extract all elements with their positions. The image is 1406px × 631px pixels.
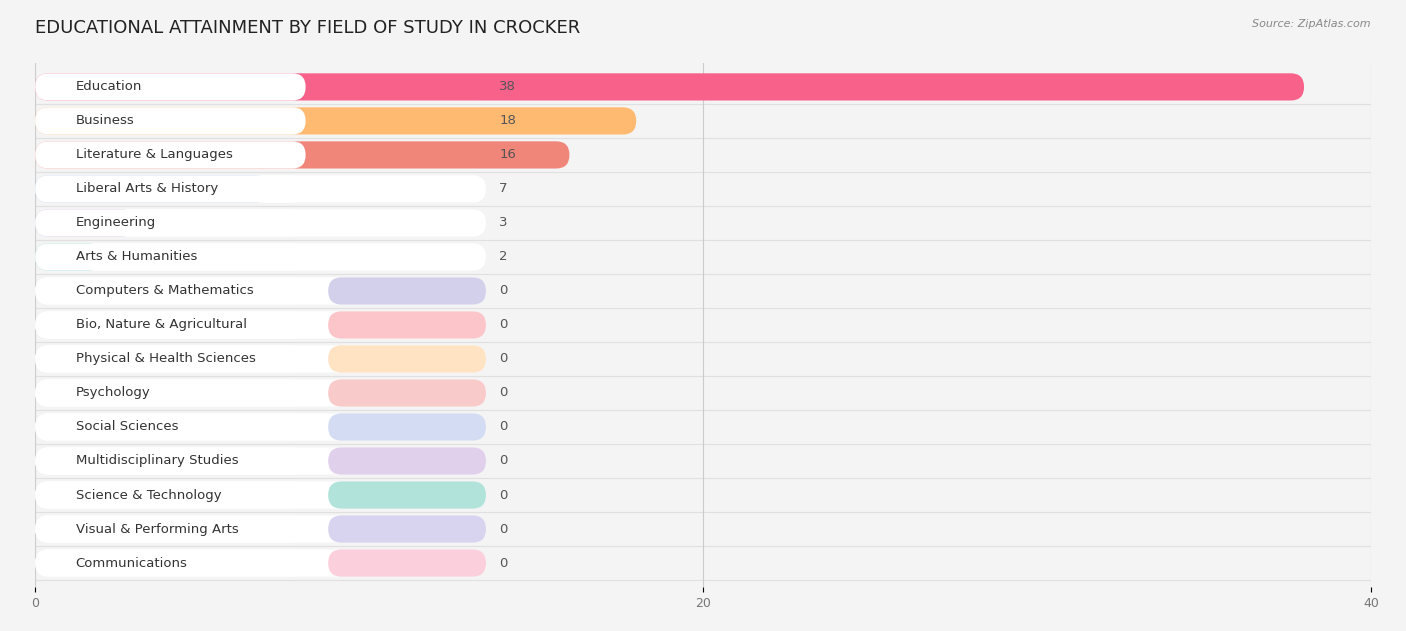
Text: Psychology: Psychology bbox=[76, 386, 150, 399]
FancyBboxPatch shape bbox=[35, 345, 486, 372]
Text: 18: 18 bbox=[499, 114, 516, 127]
FancyBboxPatch shape bbox=[328, 345, 486, 372]
Text: 0: 0 bbox=[499, 386, 508, 399]
Text: 16: 16 bbox=[499, 148, 516, 162]
FancyBboxPatch shape bbox=[35, 516, 305, 543]
FancyBboxPatch shape bbox=[35, 379, 486, 406]
FancyBboxPatch shape bbox=[35, 311, 305, 339]
Text: Literature & Languages: Literature & Languages bbox=[76, 148, 232, 162]
Text: 3: 3 bbox=[499, 216, 508, 230]
Text: Science & Technology: Science & Technology bbox=[76, 488, 221, 502]
FancyBboxPatch shape bbox=[328, 311, 486, 339]
FancyBboxPatch shape bbox=[35, 73, 1305, 100]
FancyBboxPatch shape bbox=[35, 209, 135, 237]
FancyBboxPatch shape bbox=[35, 107, 636, 134]
Text: Source: ZipAtlas.com: Source: ZipAtlas.com bbox=[1253, 19, 1371, 29]
Text: 38: 38 bbox=[499, 80, 516, 93]
Text: Engineering: Engineering bbox=[76, 216, 156, 230]
FancyBboxPatch shape bbox=[328, 516, 486, 543]
FancyBboxPatch shape bbox=[35, 447, 305, 475]
Text: Visual & Performing Arts: Visual & Performing Arts bbox=[76, 522, 239, 536]
Text: 0: 0 bbox=[499, 522, 508, 536]
Text: Physical & Health Sciences: Physical & Health Sciences bbox=[76, 353, 256, 365]
FancyBboxPatch shape bbox=[35, 73, 486, 100]
FancyBboxPatch shape bbox=[35, 107, 305, 134]
Text: Arts & Humanities: Arts & Humanities bbox=[76, 251, 197, 264]
FancyBboxPatch shape bbox=[35, 345, 305, 372]
FancyBboxPatch shape bbox=[328, 550, 486, 577]
FancyBboxPatch shape bbox=[328, 413, 486, 440]
FancyBboxPatch shape bbox=[35, 141, 569, 168]
FancyBboxPatch shape bbox=[328, 379, 486, 406]
Text: 0: 0 bbox=[499, 353, 508, 365]
FancyBboxPatch shape bbox=[35, 311, 486, 339]
Text: Communications: Communications bbox=[76, 557, 187, 570]
FancyBboxPatch shape bbox=[35, 141, 486, 168]
Text: Social Sciences: Social Sciences bbox=[76, 420, 179, 433]
FancyBboxPatch shape bbox=[35, 175, 486, 203]
FancyBboxPatch shape bbox=[35, 516, 486, 543]
Text: 0: 0 bbox=[499, 420, 508, 433]
FancyBboxPatch shape bbox=[35, 481, 305, 509]
FancyBboxPatch shape bbox=[35, 413, 486, 440]
FancyBboxPatch shape bbox=[35, 209, 305, 237]
Text: Multidisciplinary Studies: Multidisciplinary Studies bbox=[76, 454, 239, 468]
Text: 7: 7 bbox=[499, 182, 508, 196]
Text: 2: 2 bbox=[499, 251, 508, 264]
FancyBboxPatch shape bbox=[35, 175, 269, 203]
FancyBboxPatch shape bbox=[35, 550, 305, 577]
FancyBboxPatch shape bbox=[35, 175, 305, 203]
Text: 0: 0 bbox=[499, 454, 508, 468]
FancyBboxPatch shape bbox=[35, 244, 305, 271]
FancyBboxPatch shape bbox=[35, 481, 486, 509]
Text: Business: Business bbox=[76, 114, 135, 127]
FancyBboxPatch shape bbox=[35, 141, 305, 168]
FancyBboxPatch shape bbox=[35, 209, 486, 237]
FancyBboxPatch shape bbox=[35, 447, 486, 475]
FancyBboxPatch shape bbox=[35, 278, 305, 305]
Text: 0: 0 bbox=[499, 319, 508, 331]
Text: Computers & Mathematics: Computers & Mathematics bbox=[76, 285, 253, 297]
FancyBboxPatch shape bbox=[35, 413, 305, 440]
Text: Liberal Arts & History: Liberal Arts & History bbox=[76, 182, 218, 196]
Text: 0: 0 bbox=[499, 488, 508, 502]
FancyBboxPatch shape bbox=[35, 244, 486, 271]
FancyBboxPatch shape bbox=[35, 73, 305, 100]
Text: 0: 0 bbox=[499, 557, 508, 570]
Text: 0: 0 bbox=[499, 285, 508, 297]
FancyBboxPatch shape bbox=[35, 550, 486, 577]
Text: Bio, Nature & Agricultural: Bio, Nature & Agricultural bbox=[76, 319, 246, 331]
FancyBboxPatch shape bbox=[35, 379, 305, 406]
Text: EDUCATIONAL ATTAINMENT BY FIELD OF STUDY IN CROCKER: EDUCATIONAL ATTAINMENT BY FIELD OF STUDY… bbox=[35, 19, 581, 37]
FancyBboxPatch shape bbox=[328, 278, 486, 305]
FancyBboxPatch shape bbox=[35, 244, 103, 271]
FancyBboxPatch shape bbox=[328, 447, 486, 475]
FancyBboxPatch shape bbox=[35, 107, 486, 134]
FancyBboxPatch shape bbox=[328, 481, 486, 509]
FancyBboxPatch shape bbox=[35, 278, 486, 305]
Text: Education: Education bbox=[76, 80, 142, 93]
